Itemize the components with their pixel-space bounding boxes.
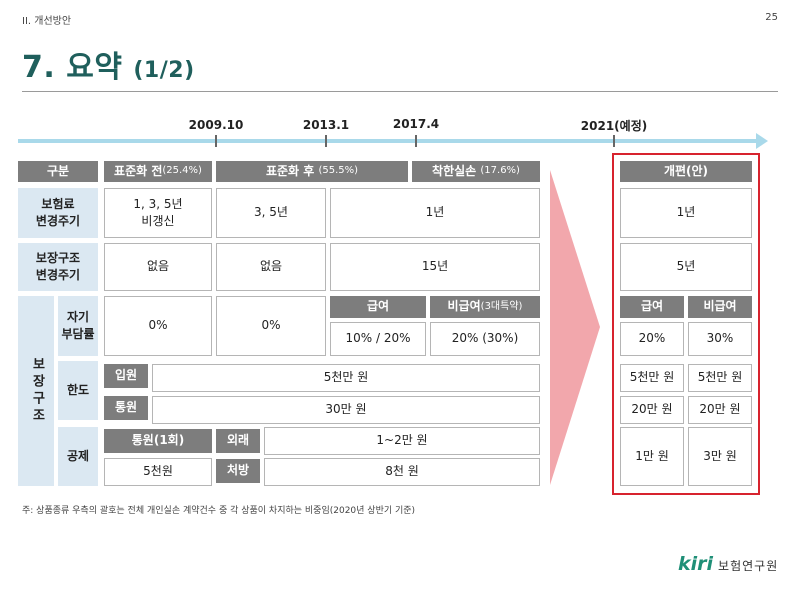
title-divider [22,91,778,92]
reform-self-pay-benefit: 20% [620,322,684,356]
timeline-year: 2013.1 [302,118,350,132]
deductible-external-label: 외래 [216,429,260,453]
reform-highlight-box [612,153,760,495]
header-good-pct: (17.6%) [480,165,520,177]
page-title: 7. 요약 (1/2) [22,42,195,86]
deductible-outpatient-label: 통원(1회) [104,429,212,453]
row-label-limit: 한도 [58,361,98,420]
header-good: 착한실손 (17.6%) [412,161,540,182]
header-after: 표준화 후 (55.5%) [216,161,408,182]
row-label-deductible: 공제 [58,427,98,486]
header-before-pct: (25.4%) [162,165,202,177]
section-label: II. 개선방안 [22,16,72,27]
self-pay-nonbenefit: 20% (30%) [430,322,540,356]
header-before-label: 표준화 전 [114,163,163,178]
deductible-rx-value: 8천 원 [264,458,540,486]
reform-limit-inpatient-benefit: 5천만 원 [620,364,684,392]
self-pay-nonbenefit-header: 비급여 (3대특약) [430,296,540,318]
timeline-tick [215,135,217,147]
deductible-outpatient-value: 5천원 [104,458,212,486]
timeline-tick [415,135,417,147]
timeline-year: 2021(예정) [580,119,648,133]
header-after-pct: (55.5%) [318,165,359,177]
timeline-arrow-head [756,133,768,149]
reform-deductible-benefit: 1만 원 [620,427,684,486]
structure-good: 15년 [330,243,540,291]
premium-before: 1, 3, 5년 비갱신 [104,188,212,238]
reform-structure-cycle: 5년 [620,243,752,291]
self-pay-before: 0% [104,296,212,356]
timeline-tick [325,135,327,147]
row-group-coverage: 보장구조 [18,296,54,486]
reform-header: 개편(안) [620,161,752,182]
timeline-tick [613,135,615,147]
reform-limit-outpatient-nonbenefit: 20만 원 [688,396,752,424]
reform-deductible-nonbenefit: 3만 원 [688,427,752,486]
page-number: 25 [765,12,778,23]
reform-self-pay-nonbenefit: 30% [688,322,752,356]
kiri-logo-mark: kiri [678,553,714,575]
premium-good: 1년 [330,188,540,238]
page-title-main: 7. 요약 [22,50,123,85]
header-before: 표준화 전 (25.4%) [104,161,212,182]
self-pay-benefit: 10% / 20% [330,322,426,356]
self-pay-after: 0% [216,296,326,356]
structure-before: 없음 [104,243,212,291]
timeline-year: 2009.10 [188,118,244,132]
reform-nonbenefit-header: 비급여 [688,296,752,318]
premium-after: 3, 5년 [216,188,326,238]
kiri-logo: kiri 보험연구원 [678,553,778,575]
limit-outpatient-value: 30만 원 [152,396,540,424]
footnote: 주: 상품종류 우측의 괄호는 전체 개인실손 계약건수 중 각 상품이 차지하… [22,506,416,516]
self-pay-nonbenefit-header-label: 비급여 [447,299,481,314]
reform-limit-inpatient-nonbenefit: 5천만 원 [688,364,752,392]
self-pay-benefit-header: 급여 [330,296,426,318]
limit-inpatient-label: 입원 [104,364,148,388]
kiri-logo-text: 보험연구원 [718,559,779,573]
row-group-coverage-label: 보장구조 [29,357,45,425]
reform-limit-outpatient-benefit: 20만 원 [620,396,684,424]
timeline-year: 2017.4 [392,117,440,131]
self-pay-nonbenefit-header-note: (3대특약) [480,300,523,312]
header-after-label: 표준화 후 [265,163,315,178]
row-label-structure-cycle: 보장구조 변경주기 [18,243,98,291]
row-label-premium-cycle: 보험료 변경주기 [18,188,98,238]
header-good-label: 착한실손 [432,163,477,178]
limit-inpatient-value: 5천만 원 [152,364,540,392]
row-label-self-pay: 자기 부담률 [58,296,98,356]
reform-premium-cycle: 1년 [620,188,752,238]
deductible-rx-label: 처방 [216,459,260,483]
limit-outpatient-label: 통원 [104,396,148,420]
page-title-sub: (1/2) [133,58,195,83]
timeline-arrow [18,139,758,143]
structure-after: 없음 [216,243,326,291]
reform-benefit-header: 급여 [620,296,684,318]
header-category: 구분 [18,161,98,182]
deductible-external-value: 1~2만 원 [264,427,540,455]
transition-chevron [550,170,600,485]
